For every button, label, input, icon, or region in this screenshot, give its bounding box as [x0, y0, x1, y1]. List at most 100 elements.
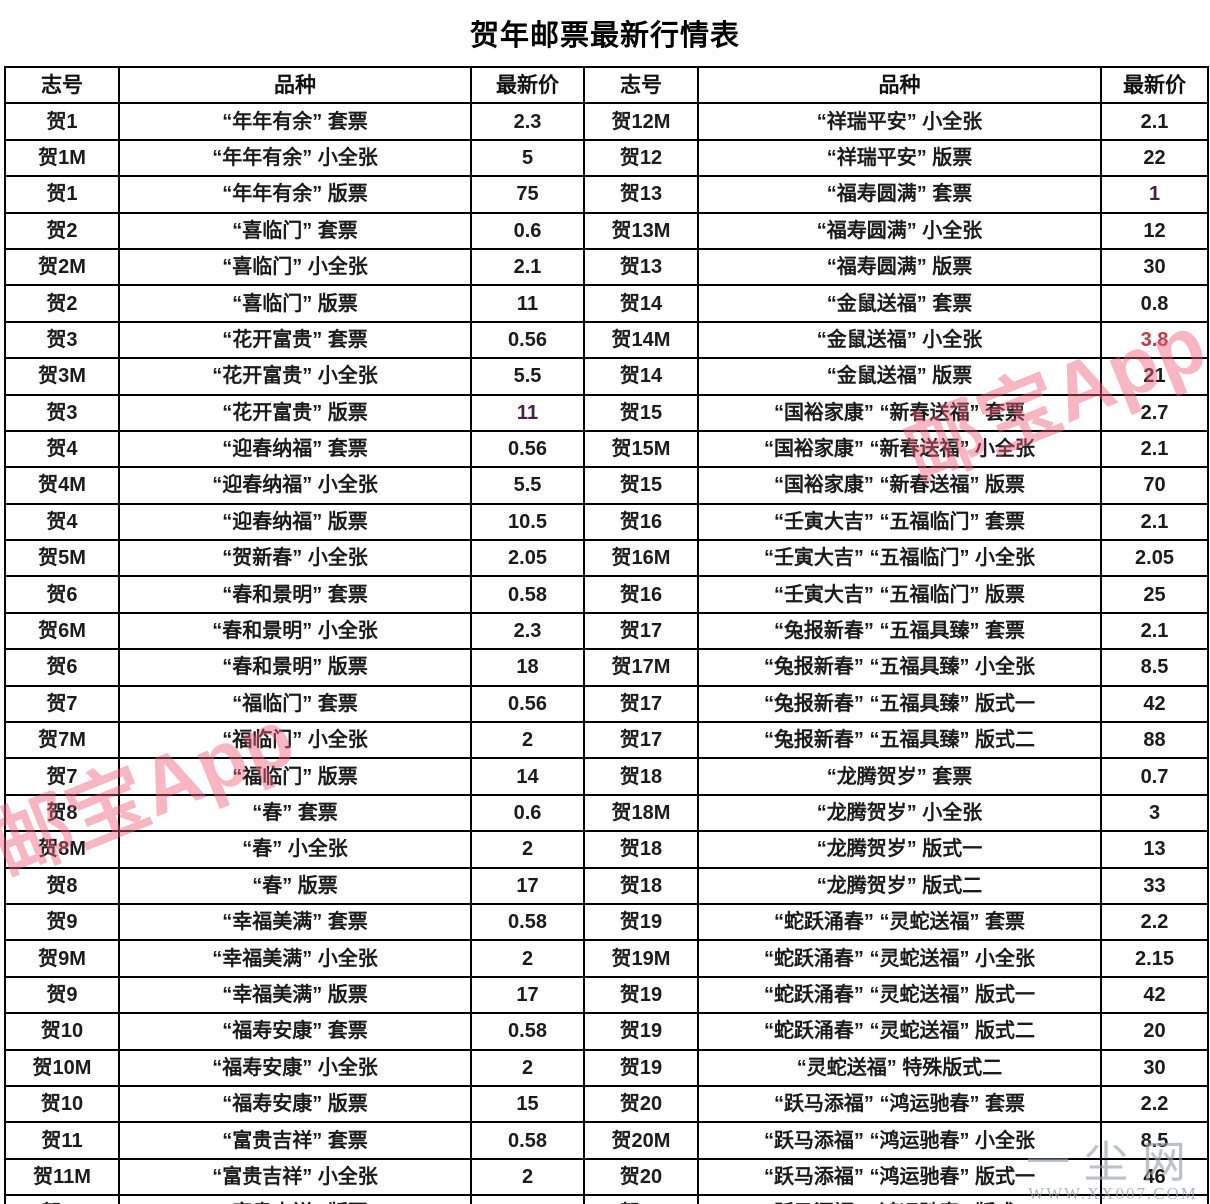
cell-variety-left: “幸福美满” 小全张 [118, 939, 472, 978]
cell-price-left: 5.5 [470, 466, 585, 505]
cell-variety-left: “福临门” 版票 [118, 757, 472, 796]
cell-catalog-left: 贺10 [4, 1012, 120, 1051]
cell-variety-right: “福寿圆满” 小全张 [697, 211, 1102, 250]
cell-variety-left: “福寿安康” 套票 [118, 1012, 472, 1051]
cell-price-left: 15 [470, 1084, 585, 1124]
cell-catalog-left: 贺2 [4, 211, 120, 250]
cell-price-left: 14 [470, 757, 585, 796]
cell-catalog-right: 贺19 [583, 1012, 699, 1051]
cell-catalog-left: 贺1M [4, 138, 120, 178]
cell-variety-right: “壬寅大吉” “五福临门” 套票 [697, 502, 1102, 542]
cell-catalog-left: 贺11M [4, 1157, 120, 1197]
cell-price-right: 30 [1100, 247, 1209, 287]
cell-variety-right: “兔报新春” “五福具臻” 版式一 [697, 684, 1102, 724]
cell-catalog-right: 贺19 [583, 975, 699, 1015]
cell-variety-right: “祥瑞平安” 小全张 [697, 102, 1102, 141]
table-row: 贺1 “年年有余” 版票 75 贺13 “福寿圆满” 套票 1 [4, 175, 1209, 214]
cell-variety-right: “国裕家康” “新春送福” 小全张 [697, 429, 1102, 469]
cell-catalog-left: 贺2 [4, 284, 120, 323]
cell-price-left: 0.56 [470, 684, 585, 724]
cell-price-right: 1 [1100, 175, 1209, 214]
cell-catalog-left: 贺8M [4, 830, 120, 869]
cell-price-left: 0.56 [470, 429, 585, 469]
cell-price-right: 12 [1100, 211, 1209, 250]
cell-catalog-left: 贺7M [4, 721, 120, 760]
cell-catalog-right: 贺18 [583, 866, 699, 905]
table-row: 贺11M “富贵吉祥” 小全张 2 贺20 “跃马添福” “鸿运驰春” 版式一 46 [4, 1157, 1209, 1197]
cell-price-left: 0.58 [470, 1012, 585, 1051]
cell-variety-right: “福寿圆满” 版票 [697, 247, 1102, 287]
cell-catalog-left: 贺3 [4, 320, 120, 360]
cell-catalog-left: 贺1 [4, 175, 120, 214]
cell-price-right: 2.05 [1100, 539, 1209, 578]
cell-price-left: 2 [470, 830, 585, 869]
cell-price-right: 2.1 [1100, 502, 1209, 542]
table-row: 贺8 “春” 套票 0.6 贺18M “龙腾贺岁” 小全张 3 [4, 793, 1209, 833]
cell-catalog-right: 贺16 [583, 502, 699, 542]
cell-catalog-right: 贺17 [583, 684, 699, 724]
cell-price-right: 42 [1100, 975, 1209, 1015]
cell-catalog-left: 贺4 [4, 429, 120, 469]
cell-price-right: 25 [1100, 575, 1209, 614]
cell-catalog-right: 贺20M [583, 1121, 699, 1160]
cell-price-right: 0.7 [1100, 757, 1209, 796]
cell-price-right: 8.5 [1100, 1121, 1209, 1160]
table-row: 贺5M “贺新春” 小全张 2.05 贺16M “壬寅大吉” “五福临门” 小全张 2.0… [4, 539, 1209, 578]
cell-variety-left: “迎春纳福” 小全张 [118, 466, 472, 505]
cell-variety-right: “兔报新春” “五福具臻” 小全张 [697, 648, 1102, 687]
cell-price-right: 2.2 [1100, 1084, 1209, 1124]
table-row: 贺10 “福寿安康” 套票 0.58 贺19 “蛇跃涌春” “灵蛇送福” 版式二 20 [4, 1012, 1209, 1051]
table-row: 贺9 “幸福美满” 版票 17 贺19 “蛇跃涌春” “灵蛇送福” 版式一 42 [4, 975, 1209, 1015]
cell-variety-left: “春和景明” 小全张 [118, 611, 472, 651]
cell-catalog-left: 贺9 [4, 975, 120, 1015]
cell-catalog-left: 贺1 [4, 102, 120, 141]
cell-price-right: 2.1 [1100, 611, 1209, 651]
cell-price-left: 0.58 [470, 575, 585, 614]
table-row: 贺3 “花开富贵” 版票 11 贺15 “国裕家康” “新春送福” 套票 2.7 [4, 393, 1209, 432]
price-table: 志号 品种 最新价 志号 品种 最新价 贺1 “年年有余” 套票 2.3 贺12M “祥… [4, 65, 1209, 1204]
table-row: 贺7M “福临门” 小全张 2 贺17 “兔报新春” “五福具臻” 版式二 88 [4, 721, 1209, 760]
cell-variety-left: “福临门” 套票 [118, 684, 472, 724]
cell-price-right: 70 [1100, 466, 1209, 505]
cell-variety-right: “祥瑞平安” 版票 [697, 138, 1102, 178]
cell-variety-left: “贺新春” 小全张 [118, 539, 472, 578]
cell-price-left: 11 [470, 284, 585, 323]
cell-price-right: 88 [1100, 721, 1209, 760]
cell-variety-left: “年年有余” 版票 [118, 175, 472, 214]
cell-price-right: 0.8 [1100, 284, 1209, 323]
table-row: 贺8 “春” 版票 17 贺18 “龙腾贺岁” 版式二 33 [4, 866, 1209, 905]
cell-price-right: 42 [1100, 684, 1209, 724]
cell-variety-left: “幸福美满” 套票 [118, 902, 472, 942]
cell-price-right: 8.5 [1100, 648, 1209, 687]
cell-catalog-right: 贺17 [583, 611, 699, 651]
cell-price-right: 2.15 [1100, 939, 1209, 978]
cell-variety-right: “壬寅大吉” “五福临门” 小全张 [697, 539, 1102, 578]
header-variety-left: 品种 [118, 65, 472, 105]
cell-variety-left: “富贵吉祥” 小全张 [118, 1157, 472, 1197]
cell-variety-right: “蛇跃涌春” “灵蛇送福” 套票 [697, 902, 1102, 942]
cell-price-right: 31 [1100, 1194, 1209, 1204]
cell-variety-left: “富贵吉祥” 套票 [118, 1121, 472, 1160]
cell-catalog-left: 贺6 [4, 648, 120, 687]
cell-catalog-left: 贺11 [4, 1121, 120, 1160]
cell-variety-left: “幸福美满” 版票 [118, 975, 472, 1015]
cell-variety-right: “跃马添福” “鸿运驰春” 版式二 [697, 1194, 1102, 1204]
cell-price-left: 0.58 [470, 1121, 585, 1160]
table-row: 贺3M “花开富贵” 小全张 5.5 贺14 “金鼠送福” 版票 21 [4, 357, 1209, 396]
cell-catalog-left: 贺4M [4, 466, 120, 505]
cell-variety-left: “春” 小全张 [118, 830, 472, 869]
cell-price-right: 3.8 [1100, 320, 1209, 360]
cell-catalog-right: 贺20 [583, 1194, 699, 1204]
cell-catalog-right: 贺19 [583, 1048, 699, 1087]
cell-catalog-right: 贺13 [583, 175, 699, 214]
cell-price-left: 17 [470, 975, 585, 1015]
cell-variety-left: “花开富贵” 小全张 [118, 357, 472, 396]
cell-price-left: 2 [470, 1048, 585, 1087]
table-row: 贺2 “喜临门” 版票 11 贺14 “金鼠送福” 套票 0.8 [4, 284, 1209, 323]
cell-catalog-left: 贺2M [4, 247, 120, 287]
cell-price-right: 2.1 [1100, 102, 1209, 141]
cell-catalog-left: 贺5M [4, 539, 120, 578]
cell-catalog-right: 贺13 [583, 247, 699, 287]
cell-catalog-right: 贺13M [583, 211, 699, 250]
